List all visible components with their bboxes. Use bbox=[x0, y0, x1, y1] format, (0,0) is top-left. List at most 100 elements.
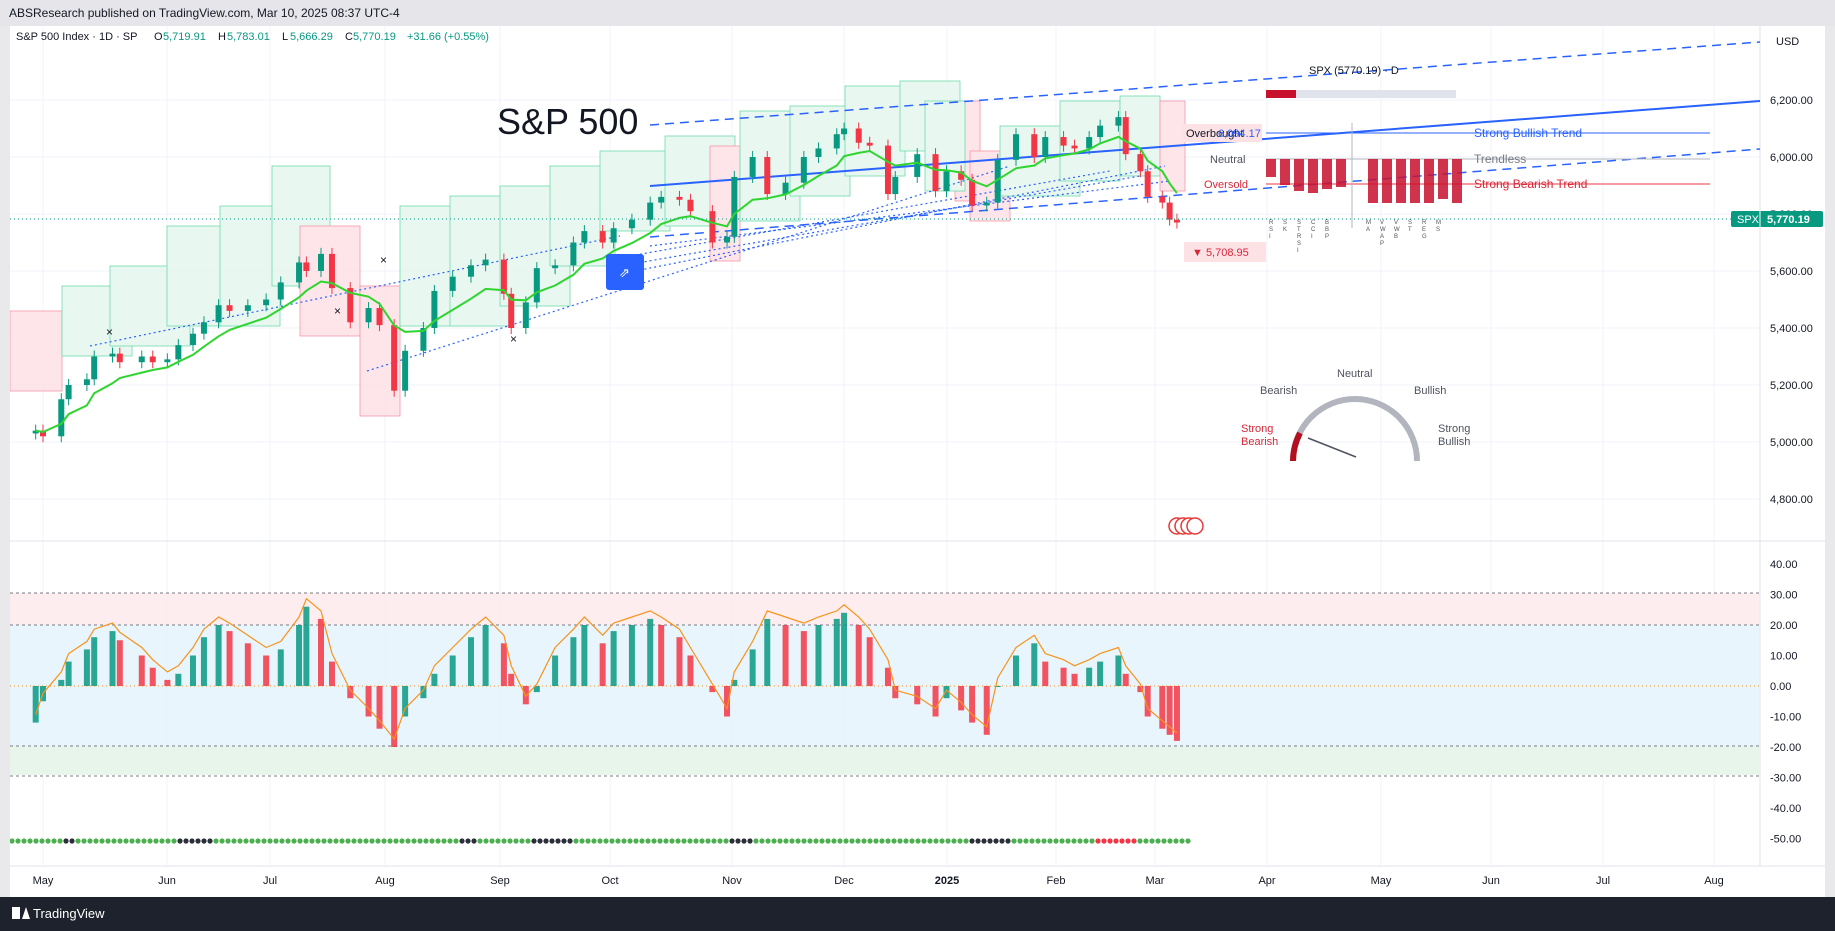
signal-dot bbox=[45, 838, 51, 844]
overbought-value: 6,094.17 bbox=[1218, 128, 1261, 140]
signal-dot bbox=[231, 838, 237, 844]
candle-59 bbox=[884, 145, 891, 195]
price-tick-6: 5,000.00 bbox=[1770, 437, 1813, 449]
time-tick-14: Jul bbox=[1596, 875, 1610, 887]
signal-dot bbox=[285, 838, 291, 844]
chart-frame[interactable]: × × × × ⇗ S&P 500 S&P 500 Index · 1D · SP O… bbox=[9, 26, 1825, 897]
panel-header: SPX (5770.19) · D bbox=[1309, 65, 1399, 77]
candle-7 bbox=[116, 353, 123, 363]
osc-bar-29 bbox=[431, 673, 438, 686]
signal-markers: × × × × bbox=[106, 253, 517, 346]
signal-dot bbox=[489, 838, 495, 844]
osc-bar-81 bbox=[1173, 686, 1180, 741]
osc-bar-11 bbox=[175, 673, 182, 686]
indicator-panel[interactable]: SPX (5770.19) · D Overbought 6,094.17 Ne… bbox=[10, 26, 1710, 254]
signal-dot bbox=[963, 838, 969, 844]
panel-bar-8 bbox=[1382, 159, 1392, 203]
signal-dot bbox=[465, 838, 471, 844]
price-candles[interactable] bbox=[32, 111, 1180, 443]
economic-event-flags[interactable] bbox=[1168, 517, 1204, 535]
signal-dot bbox=[333, 838, 339, 844]
publisher-text: ABSResearch published on TradingView.com… bbox=[9, 6, 400, 20]
signal-dot bbox=[789, 838, 795, 844]
osc-bar-6 bbox=[109, 631, 116, 686]
candle-22 bbox=[328, 253, 335, 289]
tradingview-logo[interactable]: TradingView bbox=[12, 906, 105, 921]
sentiment-gauge[interactable]: Neutral Bearish Bullish Strong Bearish St… bbox=[1241, 368, 1470, 462]
osc-bar-47 bbox=[709, 686, 716, 693]
osc-tick-0: 40.00 bbox=[1770, 559, 1798, 571]
time-tick-15: Aug bbox=[1704, 875, 1724, 887]
signal-dot bbox=[1065, 838, 1071, 844]
oscillator-histogram[interactable] bbox=[32, 606, 1180, 747]
candle-23 bbox=[347, 288, 354, 323]
osc-bar-4 bbox=[83, 649, 90, 686]
osc-bar-57 bbox=[855, 625, 862, 686]
ohlc-legend[interactable]: S&P 500 Index · 1D · SP O 5,719.91 H 5,7… bbox=[16, 31, 489, 43]
signal-dot bbox=[687, 838, 693, 844]
signal-dot bbox=[537, 838, 543, 844]
chart-canvas[interactable]: × × × × ⇗ S&P 500 S&P 500 Index · 1D · SP O… bbox=[9, 26, 1825, 897]
signal-dot bbox=[1155, 838, 1161, 844]
signal-dot bbox=[1167, 838, 1173, 844]
candle-42 bbox=[628, 219, 635, 229]
osc-bar-37 bbox=[552, 655, 559, 686]
candle-62 bbox=[932, 154, 939, 192]
svg-text:×: × bbox=[106, 325, 113, 339]
last-price-symbol: SPX bbox=[1737, 214, 1760, 226]
oscillator-axis[interactable]: 40.00 30.00 20.00 10.00 0.00 -10.00 -20.00 -30.… bbox=[1770, 559, 1801, 846]
signal-dot bbox=[993, 838, 999, 844]
signal-dot bbox=[159, 838, 165, 844]
signal-dot bbox=[147, 838, 153, 844]
note-marker[interactable]: ⇗ bbox=[606, 254, 644, 290]
signal-dot bbox=[921, 838, 927, 844]
price-axis[interactable]: 6,200.006,000.005,800.005,600.005,400.00… bbox=[1770, 95, 1813, 506]
signal-dot bbox=[1095, 838, 1101, 844]
signal-dot bbox=[1185, 838, 1191, 844]
candle-48 bbox=[724, 236, 731, 243]
candle-43 bbox=[647, 202, 654, 220]
osc-bar-64 bbox=[958, 686, 965, 711]
oscillator-line[interactable] bbox=[35, 597, 1178, 741]
price-tick-1: 6,000.00 bbox=[1770, 152, 1813, 164]
candle-60 bbox=[892, 176, 899, 195]
panel-bar-3 bbox=[1308, 159, 1318, 193]
signal-dot bbox=[249, 838, 255, 844]
candle-78 bbox=[1144, 171, 1151, 197]
candle-30 bbox=[449, 276, 456, 291]
signal-dot bbox=[831, 838, 837, 844]
time-axis[interactable]: May Jun Jul Aug Sep Oct Nov Dec 2025 Feb Mar Apr May… bbox=[33, 875, 1724, 887]
osc-bar-46 bbox=[687, 655, 694, 686]
signal-dot bbox=[1113, 838, 1119, 844]
signal-dot bbox=[339, 838, 345, 844]
osc-bar-2 bbox=[58, 679, 65, 686]
signal-dot bbox=[951, 838, 957, 844]
gauge-strong-bullish: Strong Bullish bbox=[1438, 423, 1470, 448]
signal-dot bbox=[9, 838, 15, 844]
big-title[interactable]: S&P 500 bbox=[497, 101, 638, 142]
neutral-label: Neutral bbox=[1210, 154, 1245, 166]
legend-symbol[interactable]: S&P 500 Index · 1D · SP bbox=[16, 31, 137, 43]
signal-dot bbox=[693, 838, 699, 844]
osc-bar-50 bbox=[749, 649, 756, 686]
signal-dot bbox=[933, 838, 939, 844]
signal-dot bbox=[645, 838, 651, 844]
signal-dot bbox=[111, 838, 117, 844]
signal-dot bbox=[573, 838, 579, 844]
signal-dot bbox=[915, 838, 921, 844]
signal-dot bbox=[513, 838, 519, 844]
osc-bar-69 bbox=[1031, 643, 1038, 686]
candle-50 bbox=[749, 157, 756, 177]
panel-bar-1 bbox=[1280, 159, 1290, 185]
signal-dot bbox=[591, 838, 597, 844]
time-tick-7: Dec bbox=[834, 875, 854, 887]
signal-dot bbox=[33, 838, 39, 844]
signal-dot bbox=[579, 838, 585, 844]
candle-4 bbox=[83, 379, 90, 385]
signal-dot bbox=[981, 838, 987, 844]
signal-dot bbox=[879, 838, 885, 844]
currency-label[interactable]: USD bbox=[1776, 36, 1799, 48]
candle-9 bbox=[149, 356, 156, 363]
